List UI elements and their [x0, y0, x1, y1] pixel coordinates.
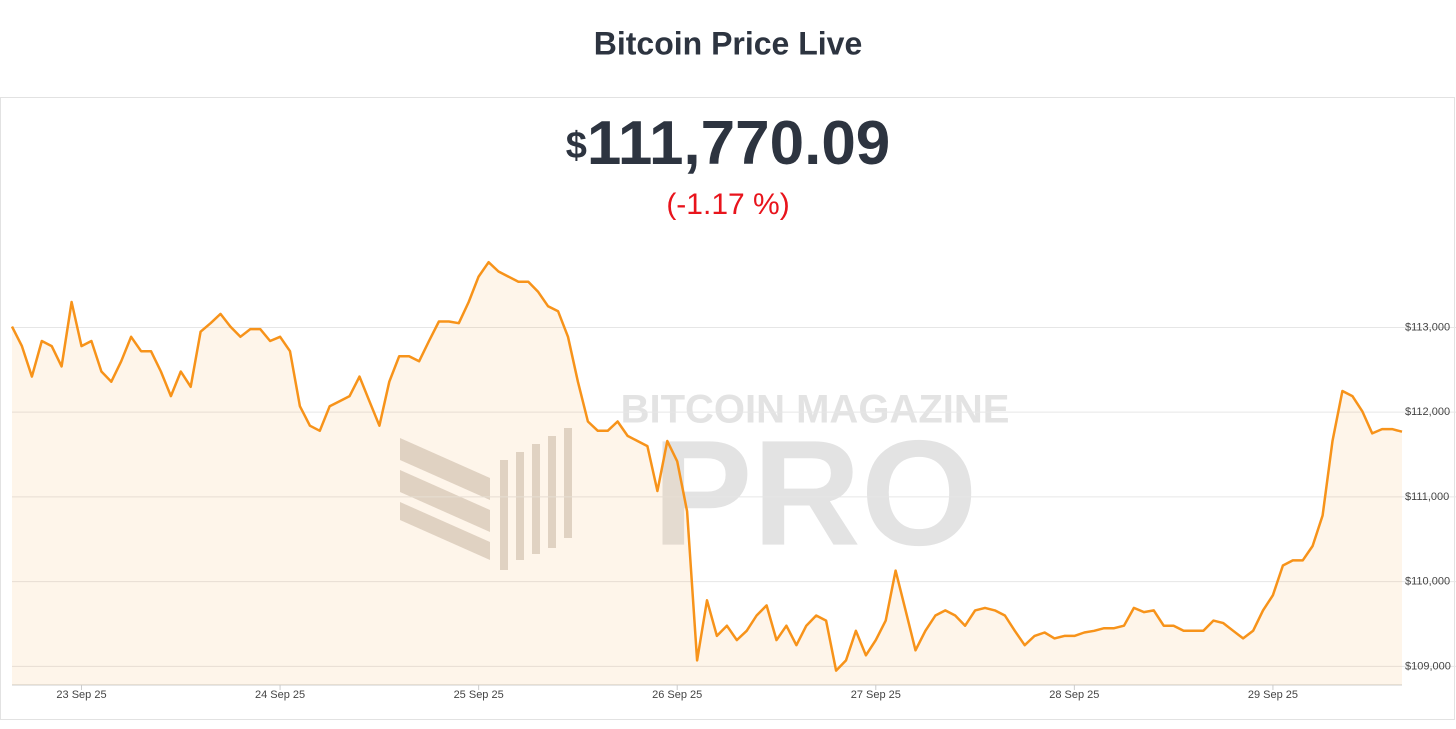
watermark-logo: [400, 428, 572, 570]
watermark-brand: BITCOIN MAGAZINE: [621, 388, 1010, 432]
area: [12, 262, 1402, 685]
x-tick-label: 26 Sep 25: [652, 689, 702, 701]
watermark-product: PRO: [652, 409, 977, 577]
x-tick-label: 24 Sep 25: [255, 689, 305, 701]
price: $111,770.09: [566, 109, 891, 178]
page-title: Bitcoin Price Live: [594, 25, 863, 61]
chart-frame: [0, 97, 1455, 720]
watermark: BITCOIN MAGAZINE PRO: [400, 388, 1009, 577]
price-change: (-1.17 %): [666, 188, 789, 221]
x-tick-label: 27 Sep 25: [851, 689, 901, 701]
plot: $109,000 $110,000 $111,000 $112,000 $113,000…: [10, 260, 1456, 701]
price-symbol: $: [566, 125, 587, 167]
y-tick-label: $110,000: [1405, 576, 1450, 588]
price-line: [10, 260, 1403, 672]
x-tick-label: 25 Sep 25: [454, 689, 504, 701]
y-tick-label: $112,000: [1405, 406, 1450, 418]
x-tick-label: 28 Sep 25: [1049, 689, 1099, 701]
y-tick-label: $113,000: [1405, 321, 1450, 333]
y-tick-label: $109,000: [1405, 660, 1451, 672]
x-tick-label: 29 Sep 25: [1248, 689, 1298, 701]
x-tick-label: 23 Sep 25: [56, 689, 106, 701]
y-tick-label: $111,000: [1405, 491, 1449, 503]
price-amount: 111,770.09: [587, 109, 890, 178]
